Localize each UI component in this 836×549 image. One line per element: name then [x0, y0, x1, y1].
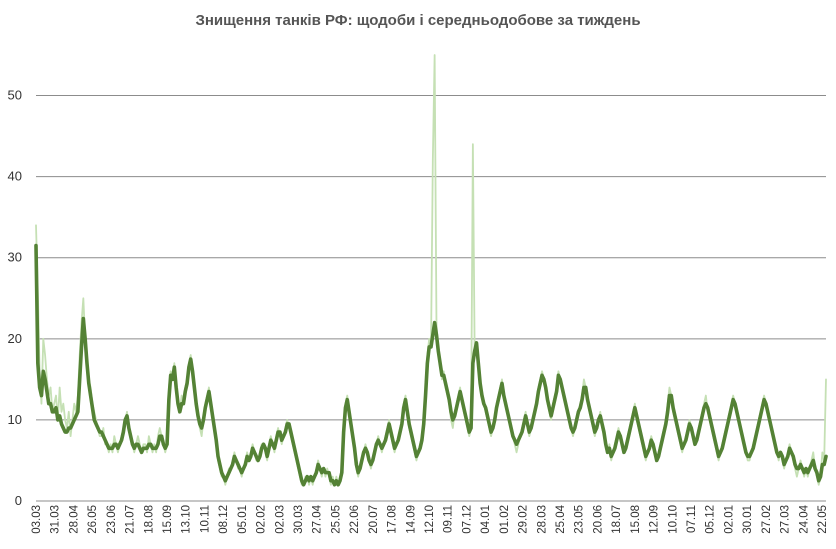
y-tick-label: 0 [15, 493, 22, 508]
x-tick-label: 12.10 [424, 505, 436, 534]
x-tick-label: 12.09 [649, 505, 661, 534]
x-tick-label: 20.06 [592, 505, 604, 534]
y-tick-label: 50 [8, 88, 22, 103]
x-tick-label: 20.07 [368, 505, 380, 534]
x-tick-label: 15.09 [162, 505, 174, 534]
x-axis-ticks: 03.03 31.03 28.04 26.05 23.06 21.07 18.08 15.09… [31, 504, 829, 533]
x-tick-label: 10.11 [199, 505, 211, 533]
x-tick-label: 10.10 [667, 505, 679, 534]
x-tick-label: 07.12 [461, 505, 473, 534]
x-tick-label: 18.08 [143, 505, 155, 534]
x-tick-label: 27.03 [780, 505, 792, 534]
x-tick-label: 15.08 [630, 505, 642, 534]
x-tick-label: 24.04 [798, 504, 810, 533]
x-tick-label: 28.03 [536, 505, 548, 534]
series-group [34, 54, 828, 487]
x-tick-label: 22.05 [817, 505, 829, 534]
x-tick-label: 02.03 [274, 505, 286, 534]
x-tick-label: 04.01 [480, 505, 492, 534]
x-tick-label: 30.03 [293, 505, 305, 534]
x-tick-label: 26.05 [87, 505, 99, 534]
x-tick-label: 29.02 [518, 505, 530, 534]
y-tick-label: 30 [8, 250, 22, 265]
x-tick-label: 14.09 [405, 505, 417, 534]
x-tick-label: 09.11 [443, 505, 455, 533]
x-tick-label: 27.02 [761, 505, 773, 534]
y-tick-label: 20 [8, 331, 22, 346]
x-tick-label: 05.01 [237, 505, 249, 534]
x-tick-label: 02.01 [723, 505, 735, 534]
x-tick-label: 28.04 [68, 504, 80, 533]
x-tick-label: 05.12 [705, 505, 717, 534]
x-tick-label: 03.03 [31, 505, 43, 534]
x-tick-label: 25.04 [555, 504, 567, 533]
x-tick-label: 08.12 [218, 505, 230, 534]
y-tick-label: 10 [8, 412, 22, 427]
x-tick-label: 27.04 [312, 504, 324, 533]
x-tick-label: 31.03 [50, 505, 62, 534]
x-tick-label: 30.01 [742, 505, 754, 534]
x-tick-label: 07.11 [686, 505, 698, 533]
x-tick-label: 02.02 [256, 505, 268, 534]
x-tick-label: 18.07 [611, 505, 623, 534]
y-tick-label: 40 [8, 169, 22, 184]
x-tick-label: 23.06 [106, 505, 118, 534]
x-tick-label: 22.06 [349, 505, 361, 534]
x-tick-label: 21.07 [125, 505, 137, 534]
x-tick-label: 17.08 [387, 505, 399, 534]
x-tick-label: 25.05 [330, 505, 342, 534]
y-axis-ticks: 0 10 20 30 40 50 [8, 88, 22, 508]
series-line-weekly_avg [34, 243, 828, 487]
x-tick-label: 23.05 [574, 505, 586, 534]
chart-title: Знищення танків РФ: щодоби і середньодоб… [195, 12, 641, 29]
x-tick-label: 01.02 [499, 505, 511, 534]
x-tick-label: 13.10 [181, 505, 193, 534]
